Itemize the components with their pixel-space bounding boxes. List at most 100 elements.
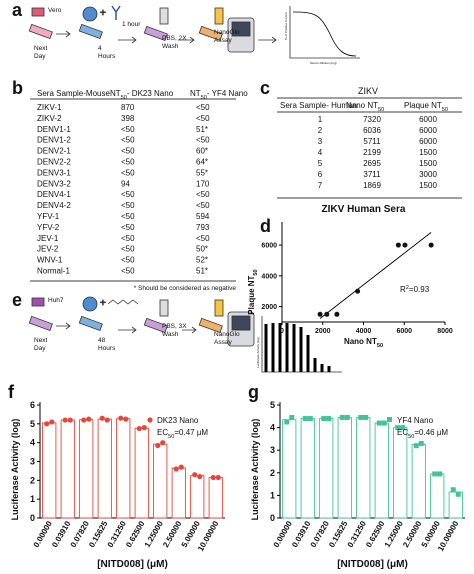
legend-label: YF4 Nano [397, 416, 434, 425]
bottle [214, 299, 224, 317]
arrow [56, 30, 71, 38]
text-part: EC [157, 428, 168, 437]
table-cell: <50 [196, 103, 210, 112]
text-part: =0.46 μM [414, 428, 448, 437]
text-part: 2 [406, 285, 409, 291]
text-part: Nano NT [344, 337, 377, 346]
panel-label: f [8, 382, 15, 402]
arrow [182, 326, 197, 334]
bottle [159, 7, 169, 25]
y-tick-label: 2 [30, 475, 35, 485]
table-cell: DENV4-2 [37, 201, 71, 210]
text-part: =0.47 μM [174, 428, 208, 437]
replicate-point [155, 442, 161, 449]
y-tick-label: 3 [270, 445, 275, 455]
replicate-point [141, 425, 147, 431]
y-axis-label: Luciferase Activity (log) [250, 419, 260, 521]
text-part: - DK23 Nano [127, 89, 174, 98]
mini-y-label: Luciferase Activity (log) [256, 337, 260, 368]
text-part: Nano NT [346, 101, 378, 110]
arrow [258, 36, 277, 44]
mini-bars [264, 323, 331, 372]
y-tick-label: 4 [30, 438, 35, 448]
reader-screen [231, 21, 251, 37]
replicate-point [123, 416, 129, 422]
annotation: EC50=0.46 μM [397, 428, 448, 440]
step-label: Hours [98, 53, 116, 60]
annotation: EC50=0.47 μM [157, 428, 208, 440]
text-part: 50 [442, 107, 448, 113]
dish [143, 25, 168, 42]
point [355, 288, 361, 294]
step-label: Hours [98, 345, 116, 352]
bar [282, 419, 297, 519]
table-cell: 50* [196, 245, 208, 254]
table-cell: ZIKV-1 [37, 103, 62, 112]
y-axis-label: Plaque NT50 [247, 269, 259, 314]
x-tick-label: 6000 [396, 328, 412, 335]
table-header: Sera Sample- Human [280, 101, 357, 110]
y-tick-label: 0 [30, 513, 35, 523]
table-cell: 594 [196, 212, 210, 221]
replicate-point [289, 414, 295, 420]
panel-label: e [12, 290, 22, 310]
text-part: 50 [201, 95, 207, 101]
table-header: NT50- YF4 Nano [190, 89, 248, 101]
table-cell: 6 [318, 170, 323, 179]
dish [28, 315, 53, 332]
table-cell: 6000 [419, 126, 437, 135]
table-cell: DENV2-1 [37, 147, 71, 156]
dish [198, 25, 223, 42]
table-header: NT50- DK23 Nano [110, 89, 174, 101]
arrow [56, 322, 71, 330]
bar [393, 427, 408, 519]
arrow [178, 36, 195, 44]
replicate-point [62, 417, 68, 423]
replicate-point [178, 464, 184, 470]
panel-label: c [260, 78, 270, 98]
table-cell: <50 [196, 136, 210, 145]
bar [208, 477, 223, 519]
text-part: Plaque NT [247, 275, 256, 314]
dish [28, 23, 53, 40]
bar [374, 422, 389, 519]
table-cell: 2 [318, 126, 323, 135]
table-cell: WNV-1 [37, 256, 63, 265]
dish [78, 23, 103, 40]
step-label: 48 [98, 337, 106, 344]
table-cell: ZIKV-2 [37, 114, 62, 123]
table-cell: 1869 [363, 181, 381, 190]
text-part: NT [110, 89, 121, 98]
arrow [118, 36, 137, 44]
chart-title: ZIKV Human Sera [322, 204, 406, 215]
table-cell: 3711 [363, 170, 381, 179]
table-cell: <50 [121, 147, 135, 156]
table-cell: <50 [121, 267, 135, 276]
replicate-point [210, 474, 216, 481]
table-cell: <50 [121, 201, 135, 210]
replicate-point [86, 416, 92, 422]
table-cell: DENV3-2 [37, 179, 71, 188]
step-label: Day [34, 53, 46, 60]
replicate-point [450, 487, 456, 493]
step-label: Next [34, 337, 48, 344]
table-header: Plaque NT50 [404, 101, 448, 113]
replicate-point [363, 414, 369, 420]
table-cell: <50 [121, 158, 135, 167]
step-label: Day [34, 345, 46, 352]
text-part: 50 [168, 434, 174, 440]
y-tick-label: 0 [270, 513, 275, 523]
table-cell: 6000 [419, 137, 437, 146]
y-tick-label: 1 [30, 494, 35, 504]
table-cell: 7 [318, 181, 323, 190]
legend-marker [387, 417, 392, 422]
step-label: Vero [48, 7, 62, 14]
table-cell: 94 [121, 179, 130, 188]
bar [79, 419, 94, 519]
svg-text:+: + [100, 8, 106, 19]
point [334, 311, 340, 317]
table-cell: DENV3-1 [37, 168, 71, 177]
replicate-point [302, 416, 308, 422]
replicate-point [395, 425, 401, 431]
